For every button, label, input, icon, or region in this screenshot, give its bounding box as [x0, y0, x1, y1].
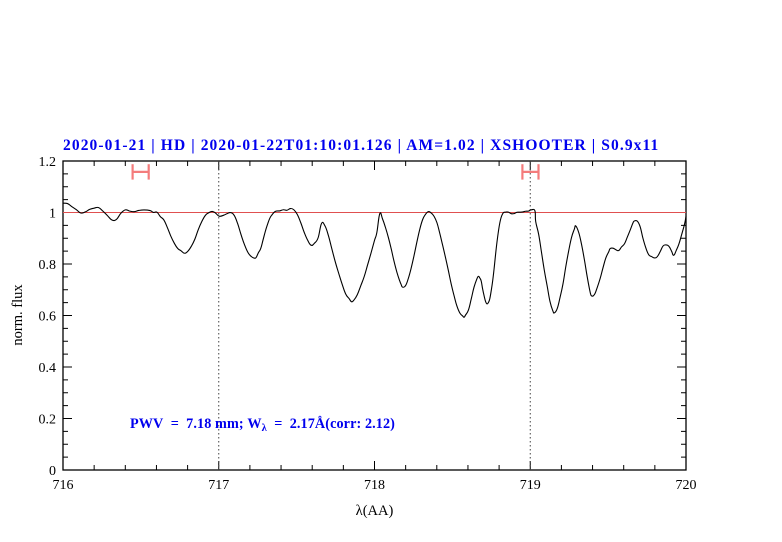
svg-text:0.6: 0.6: [39, 310, 57, 325]
svg-text:718: 718: [364, 478, 385, 493]
svg-text:PWV = 7.18 mm; Wλ = 2.17Å(: PWV = 7.18 mm; Wλ = 2.17Å(corr: 2.12): [130, 416, 395, 434]
svg-text:716: 716: [53, 478, 74, 493]
svg-text:719: 719: [520, 478, 541, 493]
svg-text:0.8: 0.8: [39, 258, 57, 273]
svg-text:1: 1: [49, 207, 56, 222]
svg-text:1.2: 1.2: [39, 155, 57, 170]
svg-text:717: 717: [208, 478, 229, 493]
svg-text:0.4: 0.4: [39, 361, 57, 376]
svg-text:norm. flux: norm. flux: [10, 284, 26, 346]
svg-text:2020-01-21 | HD | 2020-01-22T0: 2020-01-21 | HD | 2020-01-22T01:10:01.12…: [63, 137, 659, 154]
svg-text:0: 0: [49, 464, 56, 479]
svg-text:720: 720: [676, 478, 697, 493]
svg-text:0.2: 0.2: [39, 413, 57, 428]
svg-text:λ(AA): λ(AA): [356, 503, 394, 519]
